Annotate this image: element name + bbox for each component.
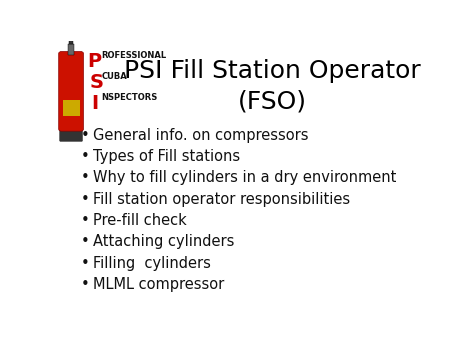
Text: General info. on compressors: General info. on compressors — [93, 128, 308, 143]
Text: CUBA: CUBA — [102, 72, 127, 81]
Text: ROFESSIONAL: ROFESSIONAL — [102, 51, 166, 60]
Bar — [69, 39, 73, 45]
Text: •: • — [81, 149, 90, 164]
Text: Attaching cylinders: Attaching cylinders — [93, 235, 234, 249]
Text: NSPECTORS: NSPECTORS — [102, 93, 158, 102]
Text: I: I — [91, 94, 98, 113]
FancyBboxPatch shape — [58, 51, 83, 131]
Text: MLML compressor: MLML compressor — [93, 277, 224, 292]
Text: Fill station operator responsibilities: Fill station operator responsibilities — [93, 192, 350, 207]
Bar — [68, 45, 74, 55]
Text: •: • — [81, 277, 90, 292]
Text: S: S — [90, 73, 104, 92]
FancyBboxPatch shape — [60, 126, 82, 141]
Text: Pre-fill check: Pre-fill check — [93, 213, 187, 228]
Bar — [63, 100, 80, 116]
Text: Why to fill cylinders in a dry environment: Why to fill cylinders in a dry environme… — [93, 170, 396, 186]
Text: PSI Fill Station Operator
(FSO): PSI Fill Station Operator (FSO) — [124, 59, 421, 114]
Text: •: • — [81, 128, 90, 143]
Text: •: • — [81, 213, 90, 228]
Text: •: • — [81, 235, 90, 249]
Text: P: P — [87, 52, 101, 71]
Text: •: • — [81, 192, 90, 207]
Text: Filling  cylinders: Filling cylinders — [93, 256, 211, 271]
Text: Types of Fill stations: Types of Fill stations — [93, 149, 240, 164]
Text: •: • — [81, 170, 90, 186]
Text: •: • — [81, 256, 90, 271]
